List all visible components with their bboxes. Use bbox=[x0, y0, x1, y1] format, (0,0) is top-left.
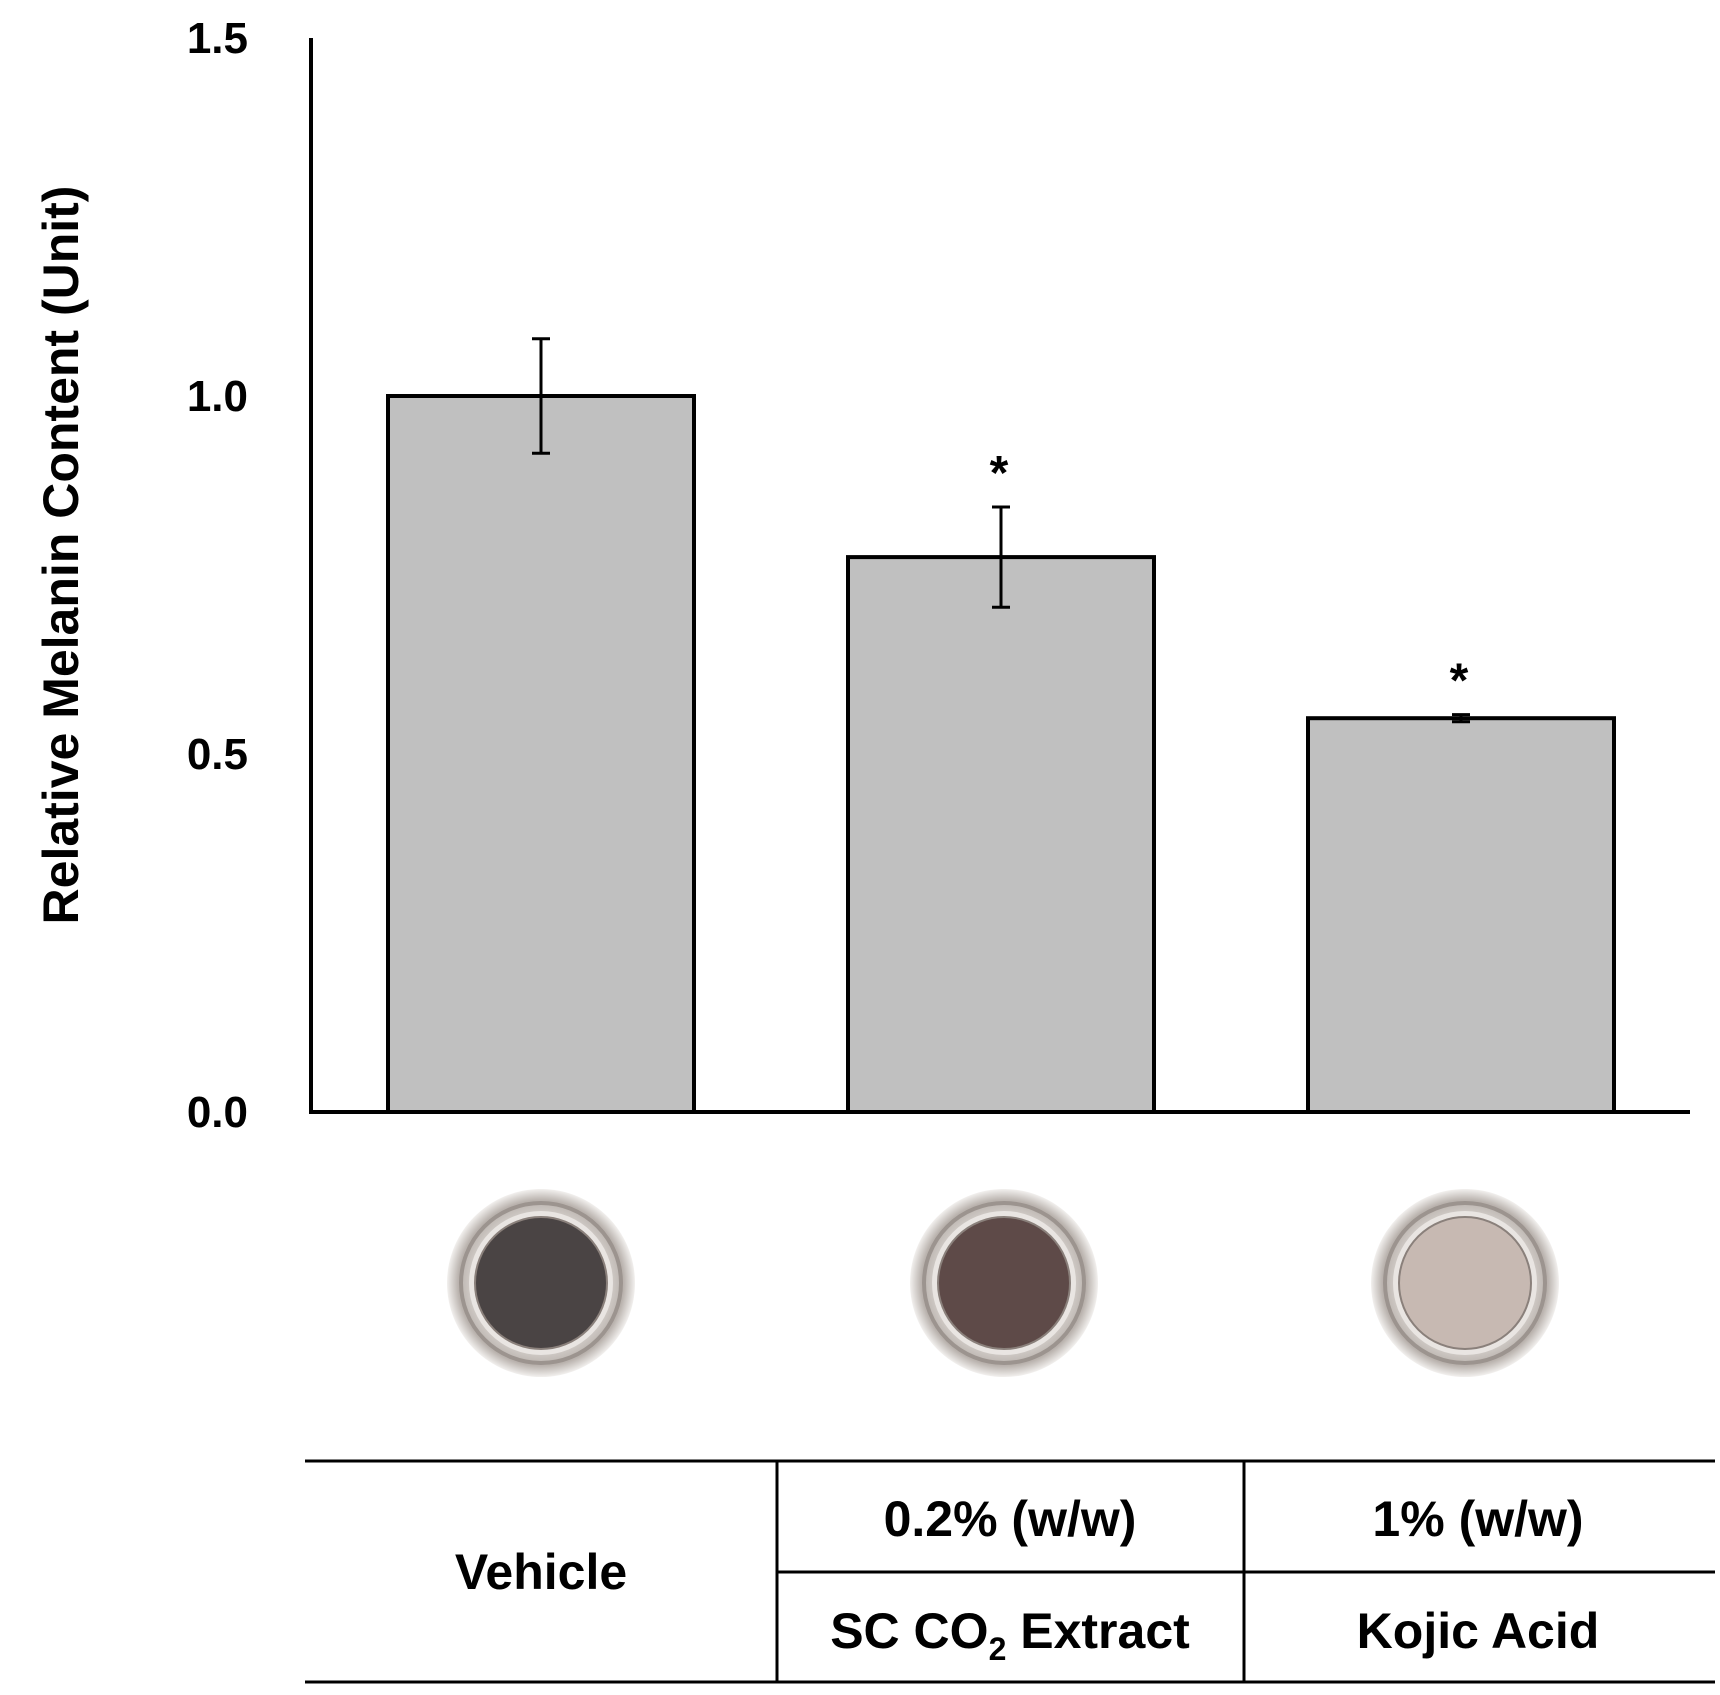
bars bbox=[386, 394, 1616, 1114]
table-kojic-concentration: 1% (w/w) bbox=[1372, 1491, 1583, 1547]
sample-well-image bbox=[910, 1189, 1098, 1377]
treatment-table bbox=[305, 1459, 1715, 1684]
bar bbox=[846, 555, 1156, 1114]
sample-wells bbox=[447, 1189, 1559, 1377]
y-tick-label: 0.5 bbox=[187, 730, 248, 779]
y-tick-label: 0.0 bbox=[187, 1088, 248, 1137]
significance-marker: * bbox=[1450, 655, 1469, 708]
y-tick-label: 1.0 bbox=[187, 372, 248, 421]
table-kojic-name: Kojic Acid bbox=[1357, 1603, 1600, 1659]
sample-well-image bbox=[1371, 1189, 1559, 1377]
error-bar bbox=[1452, 713, 1470, 724]
bar bbox=[386, 394, 696, 1114]
y-axis-title: Relative Melanin Content (Unit) bbox=[33, 186, 89, 925]
significance-marker: * bbox=[990, 447, 1009, 500]
error-bar bbox=[532, 337, 550, 455]
table-extract-concentration: 0.2% (w/w) bbox=[884, 1491, 1137, 1547]
sample-well-image bbox=[447, 1189, 635, 1377]
table-extract-name: SC CO2 Extract bbox=[830, 1603, 1190, 1667]
significance-markers: ** bbox=[990, 447, 1469, 708]
y-axis-ticks: 0.0 0.5 1.0 1.5 bbox=[187, 14, 248, 1137]
error-bars bbox=[532, 337, 1470, 724]
bar bbox=[1306, 716, 1616, 1114]
table-vehicle-label: Vehicle bbox=[455, 1544, 627, 1600]
y-tick-label: 1.5 bbox=[187, 14, 248, 63]
error-bar bbox=[992, 505, 1010, 609]
